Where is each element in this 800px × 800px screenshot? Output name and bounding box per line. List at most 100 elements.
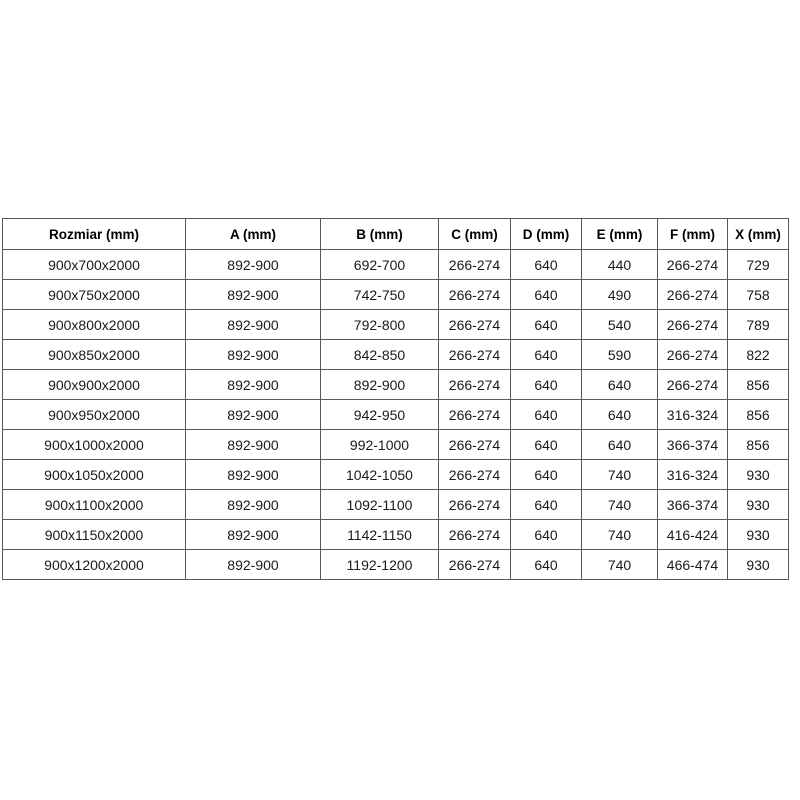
table-cell: 466-474 <box>657 549 728 580</box>
table-cell: 640 <box>510 249 582 280</box>
table-cell: 692-700 <box>320 249 439 280</box>
table-cell: 266-274 <box>657 339 728 370</box>
table-cell: 640 <box>510 369 582 400</box>
table-cell: 992-1000 <box>320 429 439 460</box>
table-cell: 266-274 <box>657 369 728 400</box>
table-cell: 856 <box>727 429 789 460</box>
table-cell: 366-374 <box>657 489 728 520</box>
table-cell: 266-274 <box>438 399 511 430</box>
table-cell: 640 <box>510 279 582 310</box>
table-cell: 416-424 <box>657 519 728 550</box>
table-cell: 266-274 <box>657 249 728 280</box>
table-cell: 930 <box>727 459 789 490</box>
table-cell: 892-900 <box>185 519 321 550</box>
table-cell: 590 <box>581 339 658 370</box>
table-cell: 1142-1150 <box>320 519 439 550</box>
dimensions-table: Rozmiar (mm) A (mm) B (mm) C (mm) D (mm)… <box>2 218 789 580</box>
table-row: 900x800x2000 892-900 792-800 266-274 640 540 2… <box>2 309 789 340</box>
table-cell: 930 <box>727 519 789 550</box>
table-cell: 856 <box>727 369 789 400</box>
table-cell: 729 <box>727 249 789 280</box>
column-header-e: E (mm) <box>581 218 658 250</box>
table-cell: 900x850x2000 <box>2 339 186 370</box>
table-row: 900x950x2000 892-900 942-950 266-274 640 640 3… <box>2 399 789 430</box>
table-cell: 892-900 <box>185 279 321 310</box>
table-cell: 640 <box>510 429 582 460</box>
table-cell: 266-274 <box>657 309 728 340</box>
table-cell: 892-900 <box>320 369 439 400</box>
table-cell: 366-374 <box>657 429 728 460</box>
table-cell: 892-900 <box>185 549 321 580</box>
table-row: 900x850x2000 892-900 842-850 266-274 640 590 2… <box>2 339 789 370</box>
table-cell: 892-900 <box>185 339 321 370</box>
table-cell: 1042-1050 <box>320 459 439 490</box>
column-header-b: B (mm) <box>320 218 439 250</box>
table-cell: 742-750 <box>320 279 439 310</box>
table-cell: 900x750x2000 <box>2 279 186 310</box>
column-header-c: C (mm) <box>438 218 511 250</box>
table-cell: 822 <box>727 339 789 370</box>
table-cell: 900x800x2000 <box>2 309 186 340</box>
table-cell: 892-900 <box>185 249 321 280</box>
column-header-a: A (mm) <box>185 218 321 250</box>
table-cell: 900x1050x2000 <box>2 459 186 490</box>
table-cell: 740 <box>581 519 658 550</box>
table-cell: 640 <box>510 489 582 520</box>
table-row: 900x1200x2000 892-900 1192-1200 266-274 640 7… <box>2 549 789 580</box>
table-cell: 856 <box>727 399 789 430</box>
table-cell: 1192-1200 <box>320 549 439 580</box>
table-cell: 266-274 <box>438 549 511 580</box>
table-cell: 490 <box>581 279 658 310</box>
table-cell: 930 <box>727 489 789 520</box>
table-cell: 740 <box>581 459 658 490</box>
table-cell: 892-900 <box>185 459 321 490</box>
table-cell: 640 <box>510 549 582 580</box>
table-cell: 740 <box>581 549 658 580</box>
table-cell: 900x950x2000 <box>2 399 186 430</box>
table-cell: 1092-1100 <box>320 489 439 520</box>
table-cell: 266-274 <box>438 459 511 490</box>
table-cell: 266-274 <box>438 339 511 370</box>
table-cell: 892-900 <box>185 399 321 430</box>
table-cell: 266-274 <box>438 309 511 340</box>
table-cell: 892-900 <box>185 369 321 400</box>
table-cell: 942-950 <box>320 399 439 430</box>
table-cell: 640 <box>510 519 582 550</box>
column-header-d: D (mm) <box>510 218 582 250</box>
table-cell: 930 <box>727 549 789 580</box>
table-cell: 892-900 <box>185 489 321 520</box>
table-cell: 900x1100x2000 <box>2 489 186 520</box>
table-row: 900x700x2000 892-900 692-700 266-274 640 440 2… <box>2 249 789 280</box>
table-cell: 900x1000x2000 <box>2 429 186 460</box>
table-row: 900x750x2000 892-900 742-750 266-274 640 490 2… <box>2 279 789 310</box>
table-cell: 758 <box>727 279 789 310</box>
table-cell: 640 <box>510 339 582 370</box>
table-cell: 640 <box>510 309 582 340</box>
table-cell: 900x900x2000 <box>2 369 186 400</box>
table-cell: 792-800 <box>320 309 439 340</box>
table-cell: 900x1150x2000 <box>2 519 186 550</box>
table-cell: 266-274 <box>438 489 511 520</box>
table-cell: 266-274 <box>438 519 511 550</box>
table-row: 900x900x2000 892-900 892-900 266-274 640 640 2… <box>2 369 789 400</box>
table-row: 900x1150x2000 892-900 1142-1150 266-274 640 7… <box>2 519 789 550</box>
table-cell: 316-324 <box>657 399 728 430</box>
table-cell: 266-274 <box>657 279 728 310</box>
table-body: 900x700x2000 892-900 692-700 266-274 640 440 2… <box>2 249 789 580</box>
table-cell: 540 <box>581 309 658 340</box>
column-header-rozmiar: Rozmiar (mm) <box>2 218 186 250</box>
table-cell: 892-900 <box>185 429 321 460</box>
table-cell: 640 <box>581 399 658 430</box>
table-cell: 316-324 <box>657 459 728 490</box>
table-cell: 266-274 <box>438 249 511 280</box>
table-cell: 440 <box>581 249 658 280</box>
table-cell: 892-900 <box>185 309 321 340</box>
table-cell: 640 <box>581 369 658 400</box>
table-cell: 266-274 <box>438 279 511 310</box>
table-row: 900x1050x2000 892-900 1042-1050 266-274 640 7… <box>2 459 789 490</box>
column-header-f: F (mm) <box>657 218 728 250</box>
table-row: 900x1100x2000 892-900 1092-1100 266-274 640 7… <box>2 489 789 520</box>
table-cell: 640 <box>510 399 582 430</box>
table-cell: 266-274 <box>438 429 511 460</box>
